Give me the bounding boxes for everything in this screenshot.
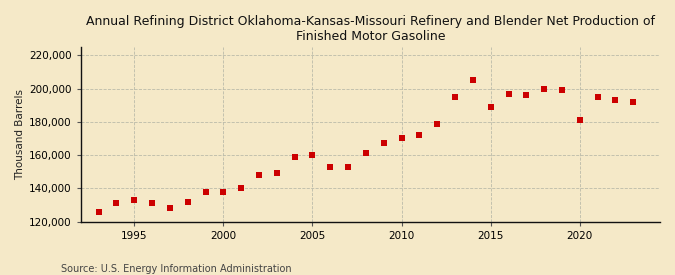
Point <box>468 78 479 82</box>
Point <box>360 151 371 156</box>
Point <box>236 186 246 191</box>
Title: Annual Refining District Oklahoma-Kansas-Missouri Refinery and Blender Net Produ: Annual Refining District Oklahoma-Kansas… <box>86 15 655 43</box>
Point <box>539 86 549 91</box>
Point <box>450 95 460 99</box>
Point <box>610 98 621 102</box>
Point <box>432 121 443 126</box>
Point <box>290 155 300 159</box>
Point <box>271 171 282 176</box>
Point <box>182 200 193 204</box>
Point <box>254 173 265 177</box>
Point <box>325 165 335 169</box>
Point <box>396 136 407 141</box>
Point <box>129 198 140 202</box>
Point <box>574 118 585 122</box>
Text: Source: U.S. Energy Information Administration: Source: U.S. Energy Information Administ… <box>61 264 292 274</box>
Point <box>485 105 496 109</box>
Point <box>503 91 514 96</box>
Point <box>343 165 354 169</box>
Point <box>146 201 157 206</box>
Y-axis label: Thousand Barrels: Thousand Barrels <box>15 89 25 180</box>
Point <box>111 201 122 206</box>
Point <box>379 141 389 146</box>
Point <box>521 93 532 97</box>
Point <box>218 189 229 194</box>
Point <box>165 206 176 211</box>
Point <box>307 153 318 157</box>
Point <box>200 189 211 194</box>
Point <box>414 133 425 138</box>
Point <box>557 88 568 92</box>
Point <box>93 210 104 214</box>
Point <box>592 95 603 99</box>
Point <box>628 100 639 104</box>
